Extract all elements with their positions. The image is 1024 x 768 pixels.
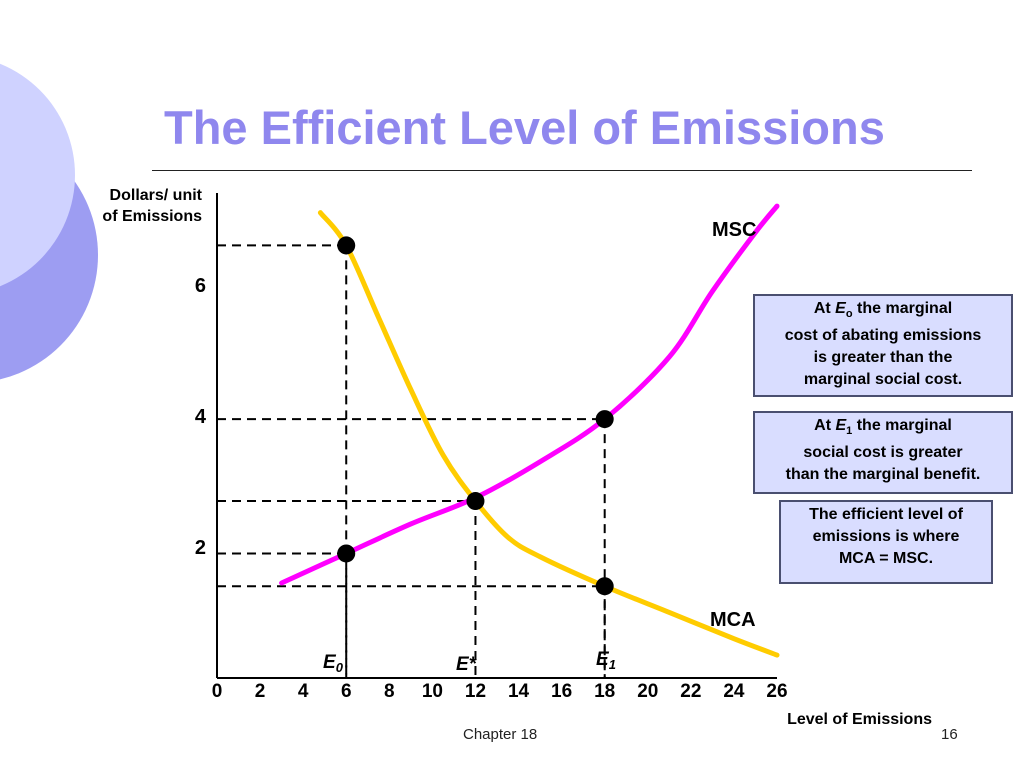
x-tick-10: 10	[422, 681, 443, 702]
msc-curve	[279, 203, 780, 586]
note-e0-line2: cost of abating emissions	[784, 327, 982, 345]
note-e0: At Eo the marginal cost of abating emiss…	[753, 294, 1013, 397]
x-tick-22: 22	[680, 681, 701, 702]
x-tick-12: 12	[465, 681, 486, 702]
note-e0-pre: At	[813, 300, 836, 317]
y-tick-4: 4	[195, 406, 207, 428]
y-axis-label: Dollars/ unit of Emissions	[66, 185, 202, 227]
y-tick-2: 2	[195, 537, 206, 559]
point-e0-0	[337, 236, 356, 255]
x-tick-14: 14	[508, 681, 530, 702]
note-e1-sub: 1	[846, 425, 853, 438]
x-tick-6: 6	[341, 681, 352, 702]
e-star-label: E*	[456, 654, 478, 675]
slide-number: 16	[941, 726, 958, 743]
footer-chapter: Chapter 18	[463, 726, 538, 743]
note-e1-line3: than the marginal benefit.	[785, 466, 981, 484]
x-axis-label: Level of Emissions	[787, 711, 932, 728]
x-tick-18: 18	[594, 681, 615, 702]
note-e0-post: the marginal	[852, 300, 953, 317]
note-e1-line2: social cost is greater	[803, 444, 963, 462]
note-efficient-line3: MCA = MSC.	[838, 550, 934, 567]
note-e0-line3: is greater than the	[813, 349, 953, 367]
point-e-star-2	[466, 492, 485, 511]
mca-curve	[317, 210, 780, 658]
e1-label-sub: 1	[609, 657, 616, 672]
x-tick-20: 20	[637, 681, 658, 702]
point-e0-1	[337, 544, 356, 563]
note-e0-line1: At Eo the marginal	[759, 298, 1007, 325]
y-axis-label-line1: Dollars/ unit	[109, 187, 202, 204]
point-e1-4	[595, 577, 614, 596]
note-e1-post: the marginal	[852, 417, 952, 434]
slide-title: The Efficient Level of Emissions	[164, 101, 885, 154]
x-tick-26: 26	[766, 681, 787, 702]
note-e0-sub: o	[845, 308, 853, 321]
x-tick-24: 24	[723, 681, 745, 702]
note-e1-var: E	[835, 417, 847, 434]
x-tick-16: 16	[551, 681, 572, 702]
x-tick-2: 2	[255, 681, 266, 702]
e0-label-base: E	[323, 652, 337, 673]
y-tick-6: 6	[195, 275, 206, 297]
note-e1-line1: At E1 the marginal	[759, 415, 1007, 442]
title-divider	[152, 170, 972, 171]
decorative-circles	[0, 63, 98, 380]
e0-label: E0	[323, 652, 344, 675]
note-e0-var: E	[835, 300, 846, 317]
note-efficient: The efficient level of emissions is wher…	[779, 500, 993, 584]
x-tick-0: 0	[212, 681, 223, 702]
mca-curve-label: MCA	[710, 609, 756, 631]
note-efficient-line1: The efficient level of	[809, 506, 963, 523]
note-e1: At E1 the marginal social cost is greate…	[753, 411, 1013, 494]
y-axis-label-line2: of Emissions	[102, 208, 202, 225]
note-e1-pre: At	[814, 417, 836, 434]
point-e1-3	[595, 410, 614, 429]
note-efficient-line2: emissions is where	[812, 528, 960, 545]
e1-label-base: E	[596, 649, 610, 670]
x-tick-8: 8	[384, 681, 395, 702]
e1-label: E1	[596, 649, 616, 672]
x-tick-4: 4	[298, 681, 309, 702]
note-e0-line4: marginal social cost.	[803, 371, 963, 389]
e0-label-sub: 0	[336, 660, 344, 675]
msc-curve-label: MSC	[712, 219, 756, 241]
decor-circle-light	[0, 63, 75, 287]
